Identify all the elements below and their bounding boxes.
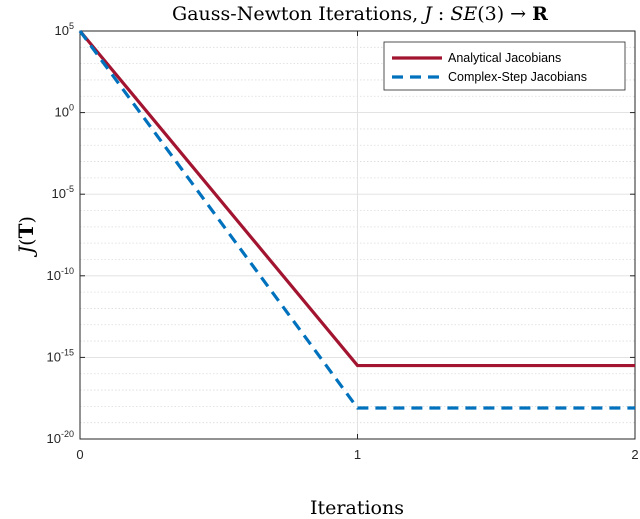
title-math-j: J (420, 3, 433, 25)
major-grid (80, 31, 635, 439)
legend-box (383, 41, 626, 91)
title-prefix: Gauss-Newton Iterations, (172, 3, 424, 25)
title-colon: : (432, 3, 450, 25)
ylabel-rparen: ) (16, 216, 38, 223)
legend: Analytical Jacobians Complex-Step Jacobi… (383, 41, 626, 91)
series-layer (78, 29, 635, 410)
y-tick-base: 10 (55, 105, 69, 120)
tick-marks (79, 30, 636, 440)
title-bold-r: R (532, 3, 548, 25)
y-tick-exponent: 0 (69, 103, 74, 113)
y-tick-label: 10-20 (47, 429, 74, 446)
y-tick-base: 10 (52, 186, 66, 201)
legend-label-analytical: Analytical Jacobians (448, 51, 561, 65)
ylabel-lparen: ( (16, 238, 38, 245)
ylabel-arg: T (14, 223, 38, 238)
series-line-complex-step (78, 30, 635, 410)
y-tick-base: 10 (55, 23, 69, 38)
x-tick-label: 0 (76, 447, 83, 462)
legend-label-complex-step: Complex-Step Jacobians (448, 70, 587, 84)
y-tick-exponent: 5 (69, 21, 74, 31)
y-tick-exponent: -20 (61, 429, 74, 439)
x-tick-label: 2 (631, 447, 638, 462)
y-tick-base: 10 (47, 268, 61, 283)
y-tick-label: 100 (55, 103, 74, 120)
y-axis-label: J(T) (14, 216, 38, 258)
y-tick-label: 10-15 (47, 347, 74, 364)
x-tick-label: 1 (354, 447, 361, 462)
ylabel-fn: J (14, 245, 38, 258)
x-tick-labels: 0 1 2 (76, 447, 638, 462)
title-math-se: SE (450, 3, 477, 25)
chart-title: Gauss-Newton Iterations, J : SE(3) → R (172, 3, 548, 25)
y-tick-exponent: -15 (61, 347, 74, 357)
title-paren: (3) → (477, 3, 532, 25)
y-tick-exponent: -5 (66, 184, 74, 194)
x-axis-label: Iterations (310, 497, 404, 519)
y-tick-label: 105 (55, 21, 74, 38)
y-tick-base: 10 (47, 349, 61, 364)
y-tick-exponent: -10 (61, 266, 74, 276)
y-tick-base: 10 (47, 431, 61, 446)
series-line-analytical (78, 29, 635, 368)
y-tick-label: 10-10 (47, 266, 74, 283)
y-tick-label: 10-5 (52, 184, 74, 201)
